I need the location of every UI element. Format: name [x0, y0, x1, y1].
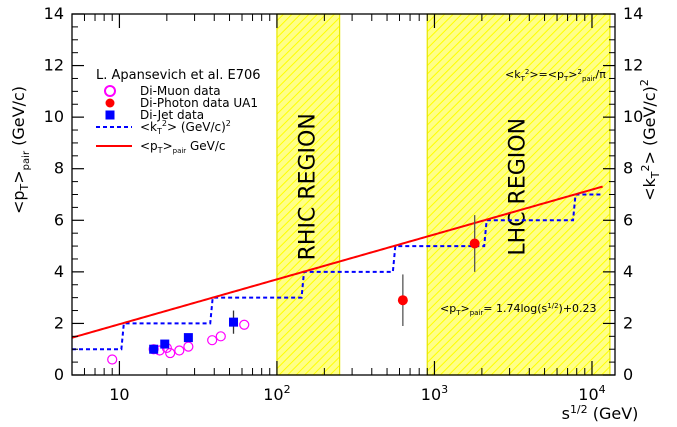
region-label: LHC REGION	[506, 118, 531, 256]
legend-title: L. Apansevich et al. E706	[96, 68, 261, 83]
y-tick-label: 8	[54, 159, 64, 178]
legend-marker-filled-square	[105, 110, 115, 120]
y2-tick-label: 4	[623, 262, 633, 281]
legend-label: Di-Jet data	[140, 108, 204, 122]
di-muon-point	[174, 345, 185, 356]
di-jet-point	[149, 344, 159, 354]
legend-entry: Di-Muon data	[104, 84, 221, 98]
di-jet-point	[229, 317, 239, 327]
y-tick-label: 6	[54, 210, 64, 229]
annotation-kt2-relation: <kT2>=<pT>2pair/π	[505, 68, 606, 83]
y-tick-label: 4	[54, 262, 64, 281]
x-axis-title: s1/2 (GeV)	[562, 403, 639, 423]
y2-tick-label: 10	[623, 107, 643, 126]
region-band	[276, 13, 341, 376]
di-muon-point	[239, 319, 250, 330]
di-photon-point	[397, 295, 408, 306]
di-jet-point	[160, 339, 170, 349]
legend-label: Di-Muon data	[140, 84, 221, 98]
y2-tick-label: 2	[623, 313, 633, 332]
legend-marker-filled-circle	[105, 98, 115, 108]
y2-tick-label: 8	[623, 159, 633, 178]
y2-tick-label: 6	[623, 210, 633, 229]
y-tick-label: 2	[54, 313, 64, 332]
y2-tick-label: 12	[623, 56, 643, 75]
legend-entry: <kT2> (GeV/c)2	[96, 119, 231, 136]
legend-entry: Di-Jet data	[105, 108, 204, 122]
di-photon-point	[469, 238, 480, 249]
y-tick-label: 0	[54, 365, 64, 384]
di-muon-point	[207, 335, 218, 346]
di-muon-point	[215, 331, 226, 342]
y2-axis-title: <kT2> (GeV/c)2	[638, 79, 662, 201]
di-muon-point	[165, 347, 176, 359]
curves-layer	[71, 185, 603, 351]
di-muon-point	[183, 341, 194, 352]
di-jet-point	[183, 333, 193, 343]
annotation-fit-formula: <pT>pair= 1.74log(s1/2)+0.23	[440, 302, 597, 317]
y2-tick-label: 0	[623, 365, 633, 384]
text-layer: s1/2 (GeV) <pT>pair (GeV/c) <kT2> (GeV/c)2…	[9, 68, 662, 423]
region-label: RHIC REGION	[295, 113, 320, 260]
y2-tick-label: 14	[623, 4, 643, 23]
y-tick-label: 14	[44, 4, 64, 23]
legend-marker-open-circle	[104, 85, 116, 97]
x-tick-label: 102	[263, 383, 290, 404]
x-tick-label: 104	[578, 383, 605, 404]
legend-entry: Di-Photon data UA1	[105, 96, 258, 110]
pt-pair-line	[71, 185, 603, 339]
x-tick-label: 10	[109, 385, 129, 404]
frame-layer: 0 0 2 2 4 4 6 6 8 8 10 10 12 12 14 14 10 102 103 104	[44, 4, 644, 404]
legend-entry: <pT>pair GeV/c	[96, 139, 226, 155]
legend-label: Di-Photon data UA1	[140, 96, 258, 110]
y-tick-label: 10	[44, 107, 64, 126]
y-axis-title: <pT>pair (GeV/c)	[9, 86, 32, 214]
y-tick-label: 12	[44, 56, 64, 75]
legend-label: <pT>pair GeV/c	[140, 139, 226, 155]
points-layer	[107, 215, 480, 365]
legend-label: <kT2> (GeV/c)2	[140, 119, 231, 136]
di-muon-point	[107, 354, 118, 365]
x-tick-label: 103	[421, 383, 448, 404]
